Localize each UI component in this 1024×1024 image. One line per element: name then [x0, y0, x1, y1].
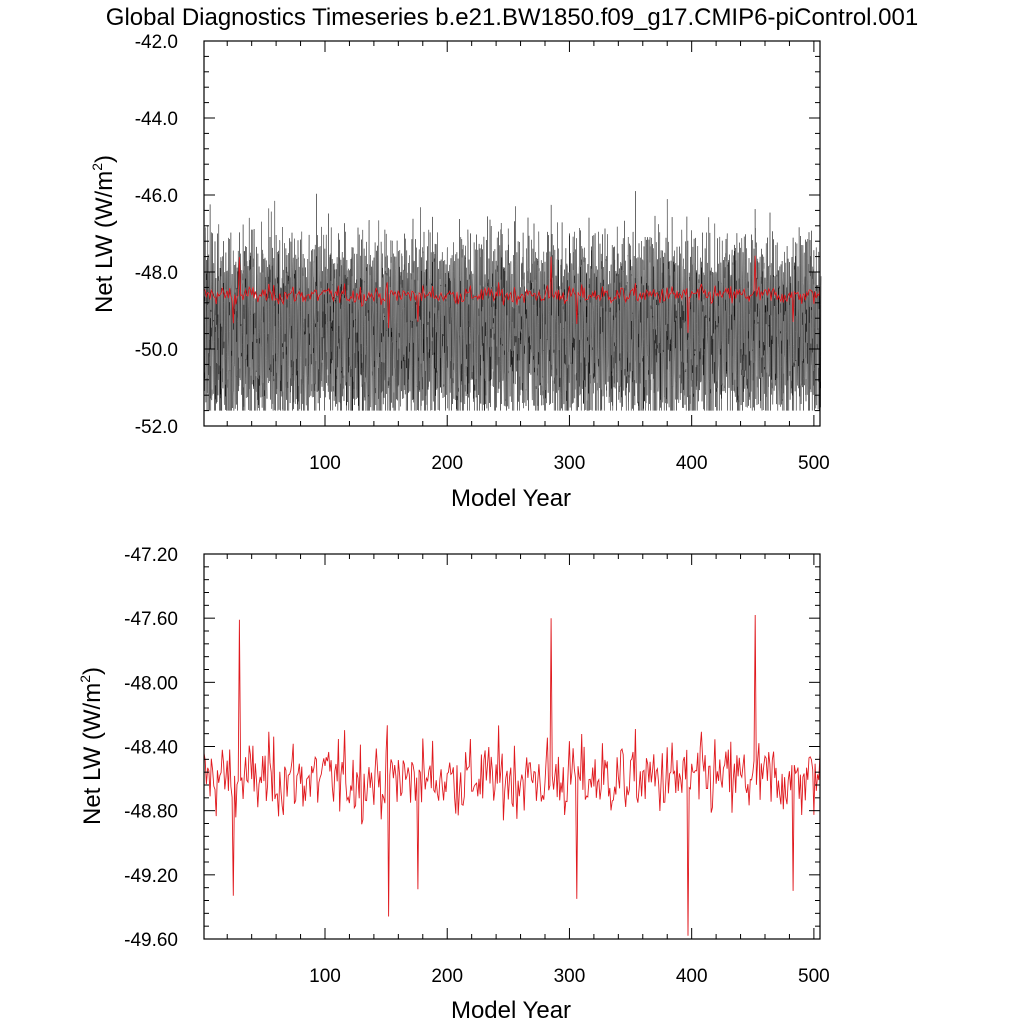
bottom-series-annual — [203, 614, 821, 936]
top-ytick-label: -42.0 — [135, 32, 178, 53]
top-series-annual — [203, 255, 821, 333]
bottom-xlabel: Model Year — [451, 997, 571, 1024]
top-ylabel: Net LW (W/m2) — [89, 155, 118, 313]
top-ytick-label: -50.0 — [135, 340, 178, 361]
bottom-ylabel-exp: 2 — [77, 675, 93, 683]
top-panel: 100 200 300 400 500 -42.0 -44.0 -46.0 -48.0 -50.0… — [89, 32, 830, 512]
bottom-xtick-label: 500 — [798, 966, 830, 987]
top-series-monthly — [203, 191, 822, 411]
bottom-ylabel-prefix: Net LW (W/m — [79, 683, 106, 825]
top-ylabel-exp: 2 — [89, 163, 105, 171]
bottom-xtick-label: 300 — [554, 966, 586, 987]
bottom-xtick-label: 200 — [431, 966, 463, 987]
top-ylabel-suffix: ) — [91, 155, 118, 163]
bottom-axes: 100 200 300 400 500 -47.20 -47.60 -48.00 -48.40 -… — [124, 545, 830, 987]
top-ytick-label: -44.0 — [135, 109, 178, 130]
bottom-panel: 100 200 300 400 500 -47.20 -47.60 -48.00 -48.40 -… — [77, 545, 830, 1024]
bottom-ytick-label: -48.40 — [124, 738, 178, 759]
bottom-xtick-label: 100 — [309, 966, 341, 987]
bottom-ytick-label: -49.60 — [124, 930, 178, 951]
top-xtick-label: 500 — [798, 453, 830, 474]
chart-title: Global Diagnostics Timeseries b.e21.BW18… — [106, 4, 918, 31]
bottom-plot-frame — [203, 553, 821, 940]
bottom-ytick-label: -47.60 — [124, 609, 178, 630]
top-xtick-label: 300 — [554, 453, 586, 474]
top-plot-frame — [203, 40, 821, 427]
bottom-ytick-label: -48.80 — [124, 802, 178, 823]
top-xlabel: Model Year — [451, 485, 571, 512]
top-axes: 100 200 300 400 500 -42.0 -44.0 -46.0 -48.0 -50.0… — [135, 32, 830, 474]
top-xtick-label: 100 — [309, 453, 341, 474]
top-ytick-label: -48.0 — [135, 263, 178, 284]
top-monthly-line — [203, 191, 822, 411]
top-ytick-label: -52.0 — [135, 417, 178, 438]
top-annual-line — [203, 255, 821, 333]
bottom-annual-line — [203, 614, 821, 936]
top-ylabel-prefix: Net LW (W/m — [91, 171, 118, 313]
top-xtick-label: 400 — [676, 453, 708, 474]
bottom-ytick-label: -49.20 — [124, 866, 178, 887]
top-xtick-label: 200 — [431, 453, 463, 474]
bottom-xtick-label: 400 — [676, 966, 708, 987]
bottom-ylabel-suffix: ) — [79, 667, 106, 675]
top-ytick-label: -46.0 — [135, 186, 178, 207]
bottom-ylabel: Net LW (W/m2) — [77, 667, 106, 825]
bottom-ytick-label: -48.00 — [124, 673, 178, 694]
bottom-ytick-label: -47.20 — [124, 545, 178, 566]
